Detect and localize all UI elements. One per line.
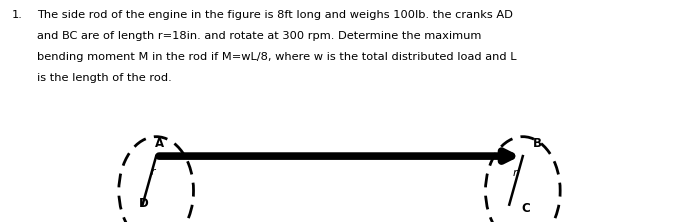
Text: 1.: 1. — [12, 10, 23, 20]
Text: The side rod of the engine in the figure is 8ft long and weighs 100lb. the crank: The side rod of the engine in the figure… — [37, 10, 513, 20]
Text: bending moment M in the rod if M=wL/8, where w is the total distributed load and: bending moment M in the rod if M=wL/8, w… — [37, 52, 517, 62]
Text: C: C — [522, 202, 530, 215]
Text: A: A — [155, 137, 164, 150]
Text: B: B — [533, 137, 543, 150]
Text: is the length of the rod.: is the length of the rod. — [37, 73, 172, 83]
Text: r: r — [151, 167, 155, 177]
Text: r: r — [513, 168, 517, 178]
Text: D: D — [139, 197, 149, 210]
Text: and BC are of length r=18in. and rotate at 300 rpm. Determine the maximum: and BC are of length r=18in. and rotate … — [37, 31, 481, 41]
